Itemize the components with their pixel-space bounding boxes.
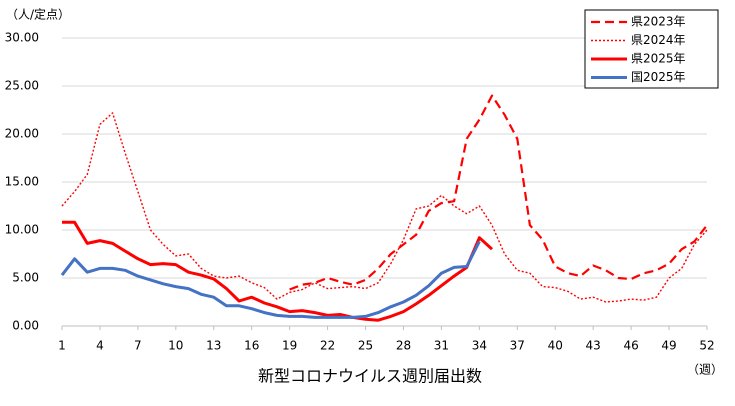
x-tick-label: 46 (623, 339, 638, 353)
series-line (289, 94, 708, 291)
x-tick-label: 16 (244, 339, 259, 353)
x-tick-label: 19 (282, 339, 297, 353)
x-tick-label: 28 (396, 339, 411, 353)
legend-label: 県2024年 (631, 33, 686, 47)
x-tick-label: 40 (548, 339, 563, 353)
legend-label: 国2025年 (631, 70, 686, 84)
y-tick-label: 30.00 (5, 31, 39, 45)
x-tick-label: 25 (358, 339, 373, 353)
x-tick-label: 31 (434, 339, 449, 353)
x-tick-label: 7 (134, 339, 142, 353)
series-line (61, 112, 708, 303)
x-tick-label: 10 (168, 339, 183, 353)
x-tick-label: 1 (58, 339, 66, 353)
x-tick-label: 13 (206, 339, 221, 353)
x-tick-label: 43 (586, 339, 601, 353)
y-unit-label: （人/定点） (6, 7, 70, 22)
x-tick-label: 49 (661, 339, 676, 353)
series-line (62, 220, 494, 322)
x-tick-label: 37 (510, 339, 525, 353)
y-tick-label: 0.00 (12, 319, 39, 333)
x-tick-label: 34 (472, 339, 487, 353)
y-tick-label: 5.00 (12, 271, 39, 285)
x-tick-label: 22 (320, 339, 335, 353)
legend-label: 県2025年 (631, 52, 686, 66)
x-tick-label: 52 (699, 339, 714, 353)
y-tick-label: 20.00 (5, 127, 39, 141)
y-tick-label: 10.00 (5, 223, 39, 237)
y-tick-label: 15.00 (5, 175, 39, 189)
y-tick-label: 25.00 (5, 79, 39, 93)
x-tick-label: 4 (96, 339, 104, 353)
x-axis-title: 新型コロナウイルス週別届出数 (258, 367, 482, 386)
x-unit-label: （週） (687, 363, 723, 377)
legend-label: 県2023年 (631, 15, 686, 29)
series-line (60, 240, 481, 319)
